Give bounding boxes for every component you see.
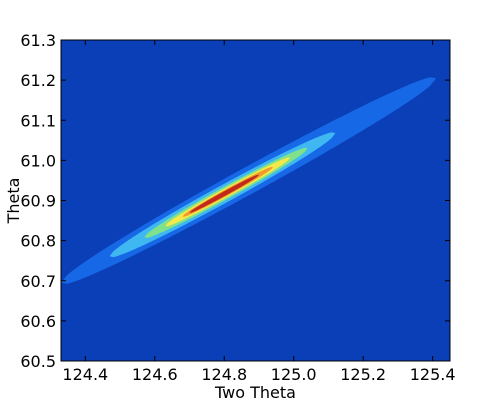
x-axis-label: Two Theta <box>214 383 296 402</box>
y-tick-label: 60.5 <box>20 352 56 371</box>
y-tick-label: 60.6 <box>20 312 56 331</box>
y-tick-label: 61.2 <box>20 71 56 90</box>
x-tick-label: 124.8 <box>201 365 247 384</box>
y-axis-label: Theta <box>4 178 23 225</box>
y-tick-label: 61.1 <box>20 111 56 130</box>
plot-background <box>61 40 450 361</box>
x-axis-ticks: 124.4 124.6 124.8 125.0 125.2 125.4 <box>62 40 456 384</box>
x-tick-label: 124.4 <box>62 365 108 384</box>
x-tick-label: 125.2 <box>340 365 386 384</box>
contour-level-6 <box>189 174 259 213</box>
y-tick-label: 60.7 <box>20 272 56 291</box>
x-tick-label: 125.0 <box>271 365 317 384</box>
y-axis-ticks: 60.5 60.6 60.7 60.8 60.9 61.0 61.1 61.2 61.3 <box>20 31 450 371</box>
x-tick-label: 125.4 <box>410 365 456 384</box>
y-tick-label: 61.0 <box>20 151 56 170</box>
x-tick-label: 124.6 <box>132 365 178 384</box>
y-tick-label: 60.8 <box>20 232 56 251</box>
y-tick-label: 60.9 <box>20 192 56 211</box>
y-tick-label: 61.3 <box>20 31 56 50</box>
contour-bands <box>61 77 437 284</box>
